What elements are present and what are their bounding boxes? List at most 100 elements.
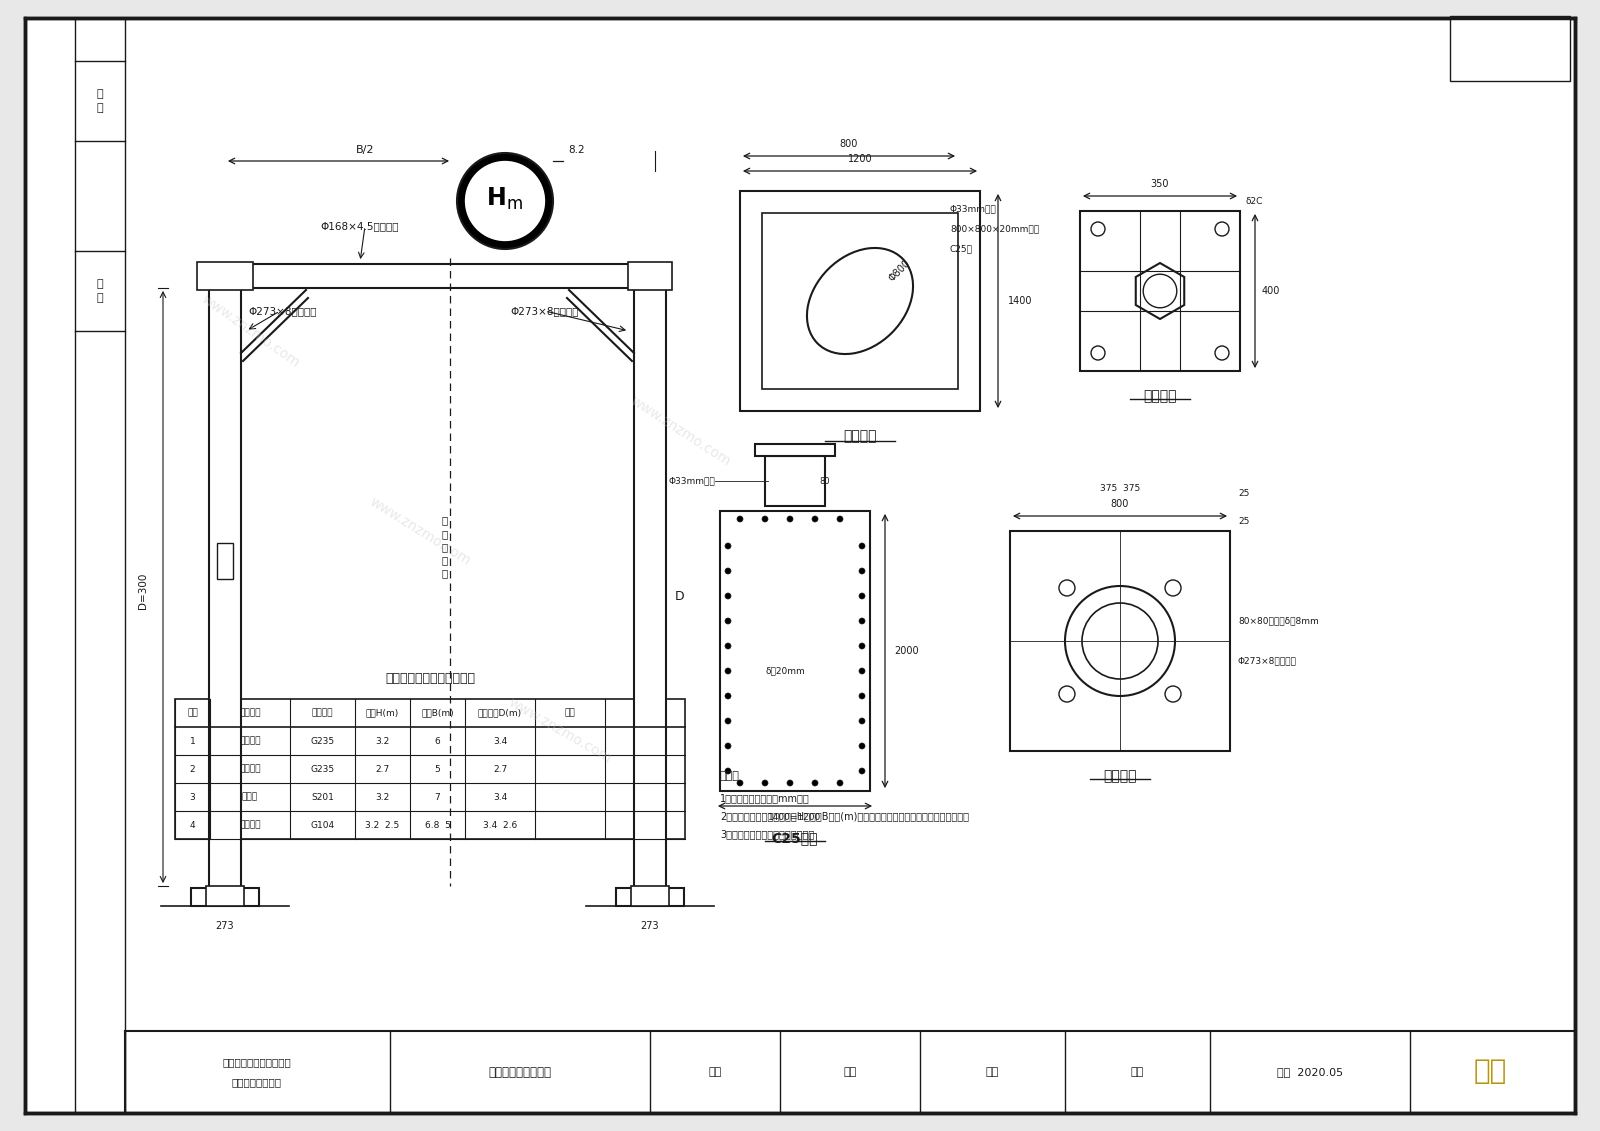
Bar xyxy=(616,888,685,906)
Bar xyxy=(174,699,685,839)
Circle shape xyxy=(859,693,866,699)
Text: 图号: 图号 xyxy=(1130,1067,1144,1077)
Bar xyxy=(630,886,669,906)
Text: 目
录: 目 录 xyxy=(96,89,104,113)
Circle shape xyxy=(725,618,731,624)
Bar xyxy=(765,456,826,506)
Circle shape xyxy=(725,644,731,649)
Text: 400: 400 xyxy=(1262,286,1280,296)
Text: 273: 273 xyxy=(216,921,234,931)
Circle shape xyxy=(725,768,731,774)
Text: 知末: 知末 xyxy=(1474,1057,1507,1085)
Circle shape xyxy=(859,593,866,599)
Text: G235: G235 xyxy=(310,765,334,774)
Text: δ＝20mm: δ＝20mm xyxy=(765,666,805,675)
Text: 1200: 1200 xyxy=(848,154,872,164)
Text: m: m xyxy=(507,195,523,213)
Bar xyxy=(762,213,958,389)
Text: 25: 25 xyxy=(1238,517,1250,526)
Text: 800: 800 xyxy=(1110,499,1130,509)
Text: 1．图中尺寸单位均以mm计。: 1．图中尺寸单位均以mm计。 xyxy=(720,793,810,803)
Circle shape xyxy=(738,780,742,786)
Text: 3.2: 3.2 xyxy=(376,793,390,802)
Bar xyxy=(205,264,670,288)
Text: 3.2: 3.2 xyxy=(376,736,390,745)
Text: 桥梁名称: 桥梁名称 xyxy=(240,708,261,717)
Text: 安装限高门架桥梁基础数据: 安装限高门架桥梁基础数据 xyxy=(386,673,475,685)
Circle shape xyxy=(813,516,818,523)
Text: 宽度B(m): 宽度B(m) xyxy=(421,708,454,717)
Text: 道
路
中
心
线: 道 路 中 心 线 xyxy=(442,516,448,578)
Text: B/2: B/2 xyxy=(355,145,374,155)
Circle shape xyxy=(458,153,554,249)
Circle shape xyxy=(787,780,794,786)
Circle shape xyxy=(725,743,731,749)
Circle shape xyxy=(787,516,794,523)
Text: 副杆法兰: 副杆法兰 xyxy=(1144,389,1176,403)
Circle shape xyxy=(1214,222,1229,236)
Circle shape xyxy=(1059,580,1075,596)
Text: 门架标志结构设计图: 门架标志结构设计图 xyxy=(488,1065,552,1079)
Text: S201: S201 xyxy=(310,793,334,802)
Text: 1: 1 xyxy=(190,736,195,745)
Text: 基础法兰: 基础法兰 xyxy=(1104,769,1136,783)
Text: 日期  2020.05: 日期 2020.05 xyxy=(1277,1067,1342,1077)
Circle shape xyxy=(837,516,843,523)
Text: 复核: 复核 xyxy=(843,1067,856,1077)
Text: 图
名: 图 名 xyxy=(96,279,104,303)
Text: 25: 25 xyxy=(1238,489,1250,498)
Text: 350: 350 xyxy=(1150,179,1170,189)
Circle shape xyxy=(859,768,866,774)
Text: 长乐大桥: 长乐大桥 xyxy=(240,765,261,774)
Text: 2.7: 2.7 xyxy=(376,765,390,774)
Text: 杆件限高D(m): 杆件限高D(m) xyxy=(478,708,522,717)
Text: G235: G235 xyxy=(310,736,334,745)
Text: 6.8  5: 6.8 5 xyxy=(424,820,451,829)
Text: 45: 45 xyxy=(245,897,256,906)
Circle shape xyxy=(859,568,866,575)
Text: D: D xyxy=(675,590,685,604)
Text: 80: 80 xyxy=(819,476,830,485)
Circle shape xyxy=(725,568,731,575)
Bar xyxy=(218,543,234,579)
Circle shape xyxy=(725,543,731,549)
Text: Φ33mm钢筋: Φ33mm钢筋 xyxy=(950,205,997,214)
Circle shape xyxy=(859,668,866,674)
Circle shape xyxy=(1059,687,1075,702)
Text: www.znzmo.com: www.znzmo.com xyxy=(506,696,614,766)
Text: 45: 45 xyxy=(670,897,682,906)
Text: 2: 2 xyxy=(190,765,195,774)
Text: 余杭区公路桥梁下穿道路: 余杭区公路桥梁下穿道路 xyxy=(222,1057,291,1067)
Bar xyxy=(627,262,672,290)
Text: 1400: 1400 xyxy=(1008,296,1032,307)
Text: 审核: 审核 xyxy=(986,1067,998,1077)
Text: 1400=1200: 1400=1200 xyxy=(768,813,822,822)
Circle shape xyxy=(762,780,768,786)
Circle shape xyxy=(464,159,546,242)
Circle shape xyxy=(813,780,818,786)
Text: 所在线路: 所在线路 xyxy=(312,708,333,717)
Ellipse shape xyxy=(806,248,914,354)
Circle shape xyxy=(1165,580,1181,596)
Circle shape xyxy=(1082,603,1158,679)
Text: 4: 4 xyxy=(190,820,195,829)
Text: 2.7: 2.7 xyxy=(493,765,507,774)
Text: 6: 6 xyxy=(435,736,440,745)
Text: 8.2: 8.2 xyxy=(568,145,584,155)
Text: Φ168×4.5无缝钢管: Φ168×4.5无缝钢管 xyxy=(320,221,398,231)
Circle shape xyxy=(837,780,843,786)
Circle shape xyxy=(1091,346,1106,360)
Text: δ2C: δ2C xyxy=(1245,197,1262,206)
Bar xyxy=(210,288,242,891)
Text: 2000: 2000 xyxy=(894,646,918,656)
Text: 序号: 序号 xyxy=(187,708,198,717)
Text: 备注: 备注 xyxy=(565,708,576,717)
Text: 独山桥: 独山桥 xyxy=(242,793,258,802)
Bar xyxy=(1450,16,1570,81)
Text: 3: 3 xyxy=(190,793,195,802)
Text: www.znzmo.com: www.znzmo.com xyxy=(198,292,302,370)
Bar xyxy=(206,886,243,906)
Text: G104: G104 xyxy=(310,820,334,829)
Circle shape xyxy=(738,516,742,523)
Bar xyxy=(755,444,835,456)
